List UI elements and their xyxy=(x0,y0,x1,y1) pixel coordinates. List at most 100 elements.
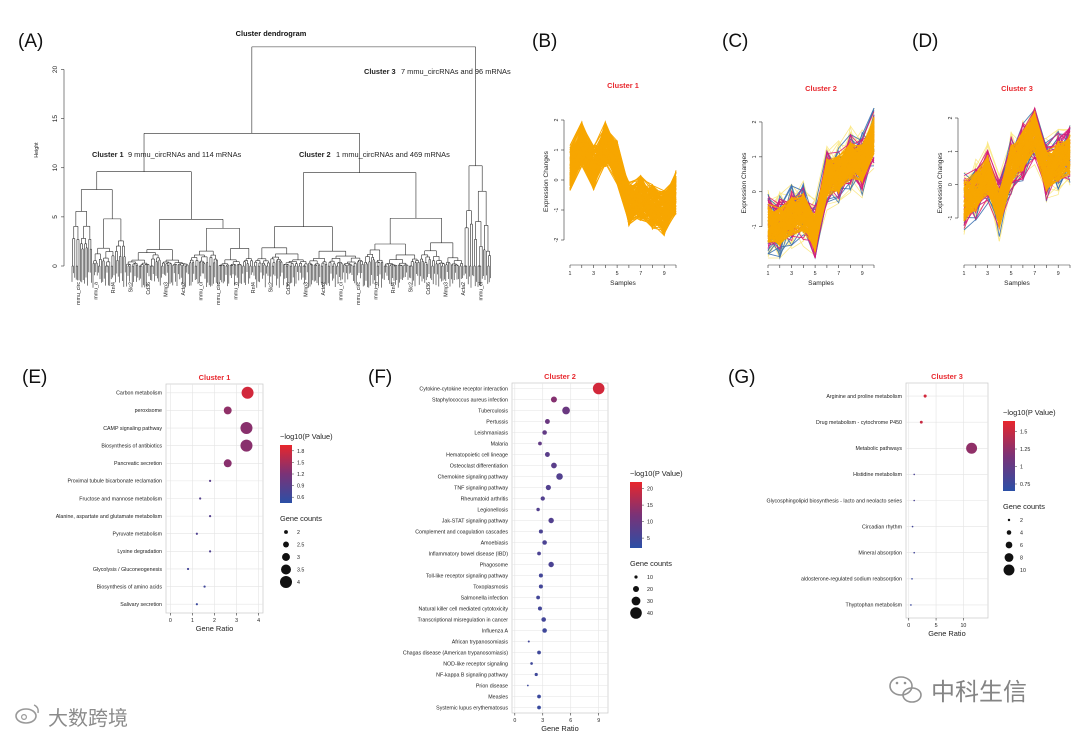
leaf-label: Rnf4 xyxy=(111,282,117,293)
term-label: peroxisome xyxy=(135,408,162,414)
x-tick-label: 3 xyxy=(235,618,238,624)
term-bubble xyxy=(203,585,206,588)
leaf-label: Cd36 xyxy=(286,282,292,295)
term-label: Rheumatoid arthritis xyxy=(461,496,509,502)
size-legend-dot xyxy=(283,541,289,548)
y-axis-label: Expression Changes xyxy=(543,150,550,212)
line-chart-title: Cluster 3 xyxy=(1001,84,1033,93)
term-label: Staphylococcus aureus infection xyxy=(432,397,508,403)
x-tick-label: 3 xyxy=(592,271,595,277)
x-tick-label: 1 xyxy=(569,271,572,277)
x-tick-label: 9 xyxy=(861,271,864,277)
term-bubble xyxy=(913,551,916,554)
size-legend-dot xyxy=(631,596,641,606)
x-tick-label: 3 xyxy=(986,271,989,277)
profile-line xyxy=(569,143,677,221)
term-bubble xyxy=(537,705,541,710)
term-bubble xyxy=(199,497,202,500)
y-tick-label: 0 xyxy=(554,178,560,181)
x-tick-label: 0 xyxy=(169,618,172,624)
color-legend-bar xyxy=(280,445,292,503)
term-label: Measles xyxy=(488,694,508,700)
cluster3-label: Cluster 3 xyxy=(364,67,396,76)
x-axis-label: Gene Ratio xyxy=(928,629,965,638)
profile-line xyxy=(569,142,677,225)
term-label: Histidine metabolism xyxy=(853,472,902,478)
leaf-label: Acta2 xyxy=(461,282,467,296)
y-tick-label: 2 xyxy=(554,118,560,121)
size-legend-label: 40 xyxy=(647,611,653,617)
leaf-label: mmu_a xyxy=(374,282,380,300)
size-legend-label: 20 xyxy=(647,587,653,593)
leaf-label: Slc2 xyxy=(409,282,415,292)
term-bubble xyxy=(923,394,927,398)
term-label: Pancreatic secretion xyxy=(114,461,162,467)
leaf-label: Acta2 xyxy=(181,282,187,296)
term-label: Toll-like receptor signaling pathway xyxy=(426,573,508,579)
term-bubble xyxy=(538,529,543,534)
term-label: African trypanosomiasis xyxy=(452,639,509,645)
leaf-label: mmu_a xyxy=(234,282,240,300)
x-tick-label: 7 xyxy=(837,271,840,277)
term-bubble xyxy=(537,650,541,655)
term-bubble xyxy=(537,606,542,611)
y-tick-label: -1 xyxy=(948,216,954,221)
term-label: Proximal tubule bicarbonate reclamation xyxy=(67,479,162,485)
dendrogram-title: Cluster dendrogram xyxy=(236,29,307,38)
term-label: Toxoplasmosis xyxy=(473,584,508,590)
wechat-logo-icon xyxy=(889,676,922,703)
term-bubble xyxy=(913,499,916,502)
x-tick-label: 5 xyxy=(814,271,817,277)
term-bubble xyxy=(223,406,232,415)
line-chart-title: Cluster 2 xyxy=(805,84,837,93)
cluster2-desc: 1 mmu_circRNAs and 469 mRNAs xyxy=(336,150,450,159)
term-bubble xyxy=(919,420,923,424)
term-label: Mineral absorption xyxy=(858,551,902,557)
term-bubble xyxy=(195,603,198,606)
line-panel-cluster3: Cluster 3 -1 0 1 2 1 3 5 7 9 Samples Expression Cha… xyxy=(937,84,1071,287)
term-bubble xyxy=(240,439,253,452)
color-legend-tick-label: 5 xyxy=(647,536,650,542)
x-tick-label: 2 xyxy=(213,618,216,624)
size-legend-title: Gene counts xyxy=(630,559,672,568)
color-legend-tick-label: 0.75 xyxy=(1020,482,1030,488)
term-label: NOD-like receptor signaling xyxy=(443,661,508,667)
term-bubble xyxy=(527,640,530,643)
leaf-label: mmu_ci xyxy=(479,282,485,301)
term-label: Hematopoietic cell lineage xyxy=(446,452,508,458)
y-tick-label: 20 xyxy=(52,65,59,73)
leaf-label: mmu_ci xyxy=(339,282,345,301)
y-tick-label: -1 xyxy=(752,224,758,229)
term-bubble xyxy=(542,430,547,435)
panel-label-a: (A) xyxy=(18,31,43,52)
color-legend-tick-label: 1.5 xyxy=(297,460,304,466)
x-tick-label: 1 xyxy=(767,271,770,277)
term-label: Carbon metabolism xyxy=(116,391,163,397)
term-bubble xyxy=(592,382,605,395)
panel-label-d: (D) xyxy=(912,31,938,52)
term-bubble xyxy=(910,604,912,606)
x-axis-label: Gene Ratio xyxy=(541,724,578,733)
term-bubble xyxy=(530,662,533,665)
term-bubble xyxy=(208,479,212,482)
leaf-label: mmu_circ xyxy=(356,282,362,305)
y-tick-label: 1 xyxy=(752,155,758,158)
watermark-right: 中科生信 xyxy=(889,676,1027,706)
term-bubble xyxy=(538,441,542,446)
term-label: Osteoclast differentiation xyxy=(450,463,508,469)
leaf-label: Acta2 xyxy=(321,282,327,296)
term-bubble xyxy=(538,584,543,589)
term-label: Prion disease xyxy=(476,683,508,689)
bubble-panel-cluster3: Cluster 3 Arginine and proline metabolism… xyxy=(767,372,1056,638)
x-axis-label: Samples xyxy=(1004,280,1030,287)
term-bubble xyxy=(562,406,570,415)
y-tick-label: -1 xyxy=(554,208,560,213)
watermark-right-text: 中科生信 xyxy=(931,678,1027,706)
term-bubble xyxy=(540,496,545,501)
size-legend-label: 4 xyxy=(1020,531,1023,537)
term-bubble xyxy=(537,694,541,699)
size-legend-label: 3.5 xyxy=(297,568,304,574)
x-tick-label: 6 xyxy=(569,718,572,724)
leaf-label: Mmp3 xyxy=(304,282,310,297)
